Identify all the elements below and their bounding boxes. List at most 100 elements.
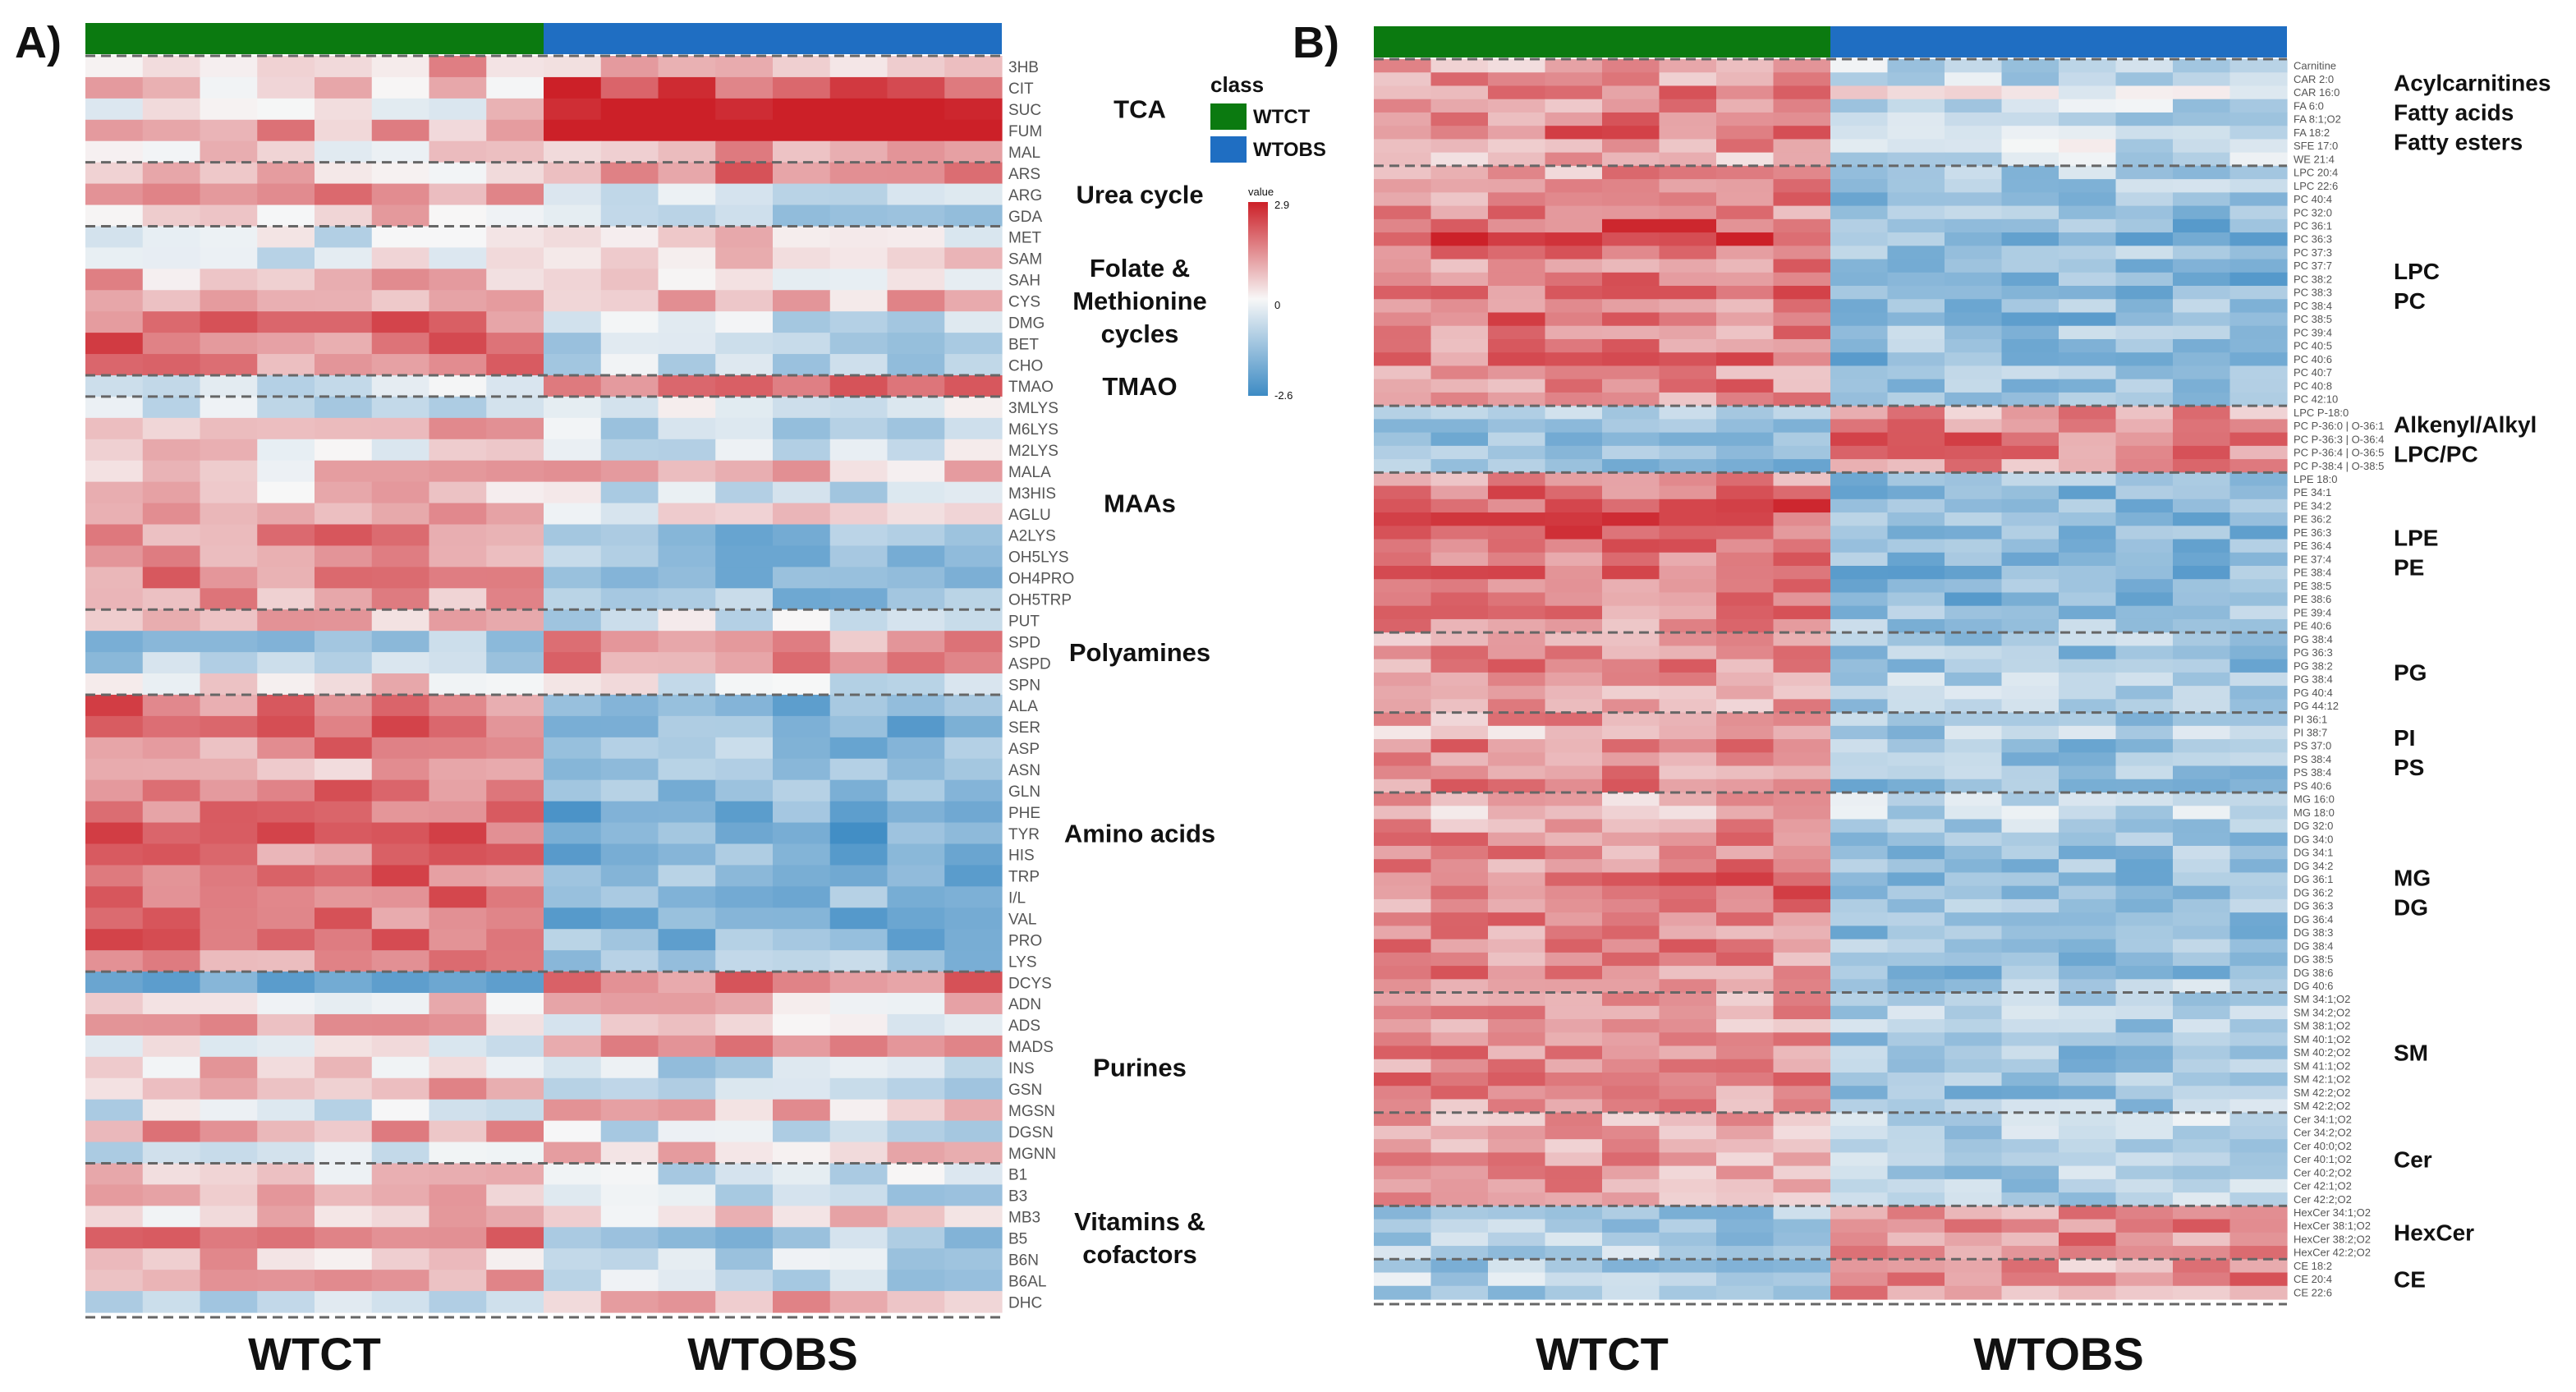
- heatmap-cell: [1430, 485, 1489, 500]
- heatmap-cell: [1430, 192, 1489, 207]
- heatmap-cell: [1430, 272, 1489, 287]
- heatmap-cell: [1488, 725, 1546, 740]
- heatmap-cell: [1602, 1232, 1660, 1247]
- heatmap-cell: [1488, 845, 1546, 860]
- heatmap-cell: [2173, 325, 2231, 340]
- heatmap-cell: [1887, 85, 1945, 100]
- heatmap-cell: [1659, 832, 1717, 847]
- heatmap-cell: [1374, 392, 1432, 407]
- heatmap-cell: [1430, 126, 1489, 140]
- heatmap-cell: [315, 1077, 373, 1100]
- heatmap-cell: [1887, 365, 1945, 380]
- heatmap-cell: [1374, 939, 1432, 953]
- heatmap-cell: [1659, 618, 1717, 633]
- heatmap-cell: [371, 1206, 430, 1228]
- heatmap-cell: [142, 204, 201, 227]
- heatmap-cell: [2115, 618, 2174, 633]
- heatmap-cell: [2115, 459, 2174, 473]
- heatmap-cell: [1374, 192, 1432, 207]
- heatmap-cell: [887, 140, 945, 163]
- heatmap-cell: [1887, 59, 1945, 73]
- heatmap-cell: [1545, 926, 1603, 940]
- heatmap-cell: [1716, 1112, 1775, 1127]
- heatmap-cell: [715, 758, 774, 781]
- heatmap-cell: [142, 417, 201, 440]
- heatmap-cell: [2001, 1099, 2059, 1114]
- heatmap-cell: [2059, 898, 2117, 913]
- heatmap-cell: [1945, 1206, 2003, 1220]
- heatmap-cell: [773, 1077, 831, 1100]
- heatmap-cell: [773, 1248, 831, 1270]
- heatmap-cell: [944, 929, 1003, 951]
- heatmap-cell: [1545, 85, 1603, 100]
- heatmap-cell: [1602, 1059, 1660, 1073]
- heatmap-cell: [371, 567, 430, 589]
- heatmap-cell: [1716, 1072, 1775, 1086]
- heatmap-cell: [1659, 939, 1717, 953]
- heatmap-cell: [429, 290, 487, 312]
- heatmap-cell: [1488, 312, 1546, 327]
- heatmap-cell: [2229, 592, 2288, 607]
- heatmap-cell: [2059, 325, 2117, 340]
- heatmap-cell: [773, 779, 831, 802]
- heatmap-cell: [2115, 432, 2174, 447]
- heatmap-cell: [2229, 792, 2288, 806]
- heatmap-cell: [2173, 1139, 2231, 1153]
- heatmap-cell: [2229, 112, 2288, 126]
- heatmap-cell: [1887, 1019, 1945, 1033]
- heatmap-cell: [371, 1142, 430, 1165]
- heatmap-cell: [773, 907, 831, 930]
- heatmap-cell: [2115, 1072, 2174, 1086]
- heatmap-cell: [1430, 179, 1489, 193]
- heatmap-cell: [1659, 952, 1717, 967]
- heatmap-cell: [2001, 926, 2059, 940]
- heatmap-cell: [1430, 832, 1489, 847]
- heatmap-cell: [2173, 712, 2231, 727]
- heatmap-cell: [85, 758, 144, 781]
- heatmap-cell: [600, 247, 659, 269]
- heatmap-cell: [2059, 699, 2117, 714]
- heatmap-cell: [2229, 1125, 2288, 1140]
- heatmap-cell: [2229, 659, 2288, 673]
- heatmap-cell: [1716, 885, 1775, 900]
- heatmap-cell: [1945, 1139, 2003, 1153]
- heatmap-cell: [142, 1099, 201, 1122]
- heatmap-cell: [429, 226, 487, 248]
- row-label: PS 37:0: [2294, 740, 2331, 752]
- heatmap-cell: [257, 652, 315, 674]
- heatmap-cell: [658, 396, 716, 419]
- heatmap-cell: [486, 1035, 544, 1058]
- heatmap-cell: [1887, 1139, 1945, 1153]
- heatmap-cell: [2115, 579, 2174, 594]
- heatmap-cell: [2173, 365, 2231, 380]
- heatmap-cell: [1945, 1112, 2003, 1127]
- heatmap-cell: [887, 1056, 945, 1079]
- heatmap-cell: [371, 311, 430, 333]
- heatmap-cell: [544, 162, 602, 185]
- heatmap-cell: [1830, 99, 1889, 113]
- heatmap-cell: [1830, 1139, 1889, 1153]
- heatmap-cell: [1374, 1178, 1432, 1193]
- heatmap-cell: [1945, 498, 2003, 513]
- heatmap-cell: [2173, 232, 2231, 246]
- heatmap-cell: [486, 98, 544, 121]
- heatmap-cell: [1488, 406, 1546, 420]
- row-label: ASP: [1008, 741, 1040, 758]
- heatmap-cell: [1773, 179, 1831, 193]
- heatmap-cell: [2229, 459, 2288, 473]
- heatmap-cell: [829, 588, 889, 610]
- heatmap-cell: [2059, 1178, 2117, 1193]
- heatmap-cell: [2001, 1259, 2059, 1274]
- heatmap-cell: [715, 545, 774, 567]
- heatmap-cell: [600, 758, 659, 781]
- heatmap-cell: [371, 779, 430, 802]
- heatmap-cell: [2059, 632, 2117, 647]
- heatmap-cell: [2115, 552, 2174, 567]
- heatmap-cell: [371, 843, 430, 866]
- heatmap-cell: [1830, 659, 1889, 673]
- heatmap-cell: [1716, 152, 1775, 167]
- heatmap-cell: [1830, 392, 1889, 407]
- heatmap-cell: [257, 183, 315, 206]
- heatmap-cell: [887, 758, 945, 781]
- heatmap-cell: [715, 694, 774, 717]
